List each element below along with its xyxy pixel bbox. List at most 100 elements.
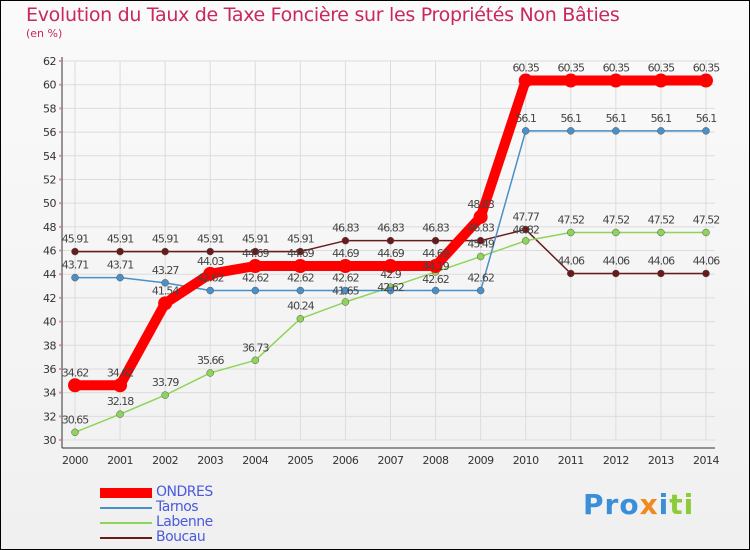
data-label: 34.62 [62,366,89,379]
y-tick-label: 34 [43,387,56,400]
data-label: 42.9 [380,268,401,281]
y-tick-label: 32 [43,410,56,423]
data-label: 42.62 [197,272,224,285]
x-tick-label: 2007 [377,454,403,467]
data-label: 60.35 [648,62,675,75]
data-label: 44.06 [603,254,630,267]
y-tick-label: 38 [43,339,56,352]
x-tick-label: 2003 [197,454,223,467]
data-point-boucau [296,247,305,256]
data-label: 47.52 [693,213,720,226]
data-point-tarnos [476,286,485,295]
data-point-tarnos [116,273,124,282]
data-label: 43.71 [107,259,134,272]
legend-label: Labenne [156,514,213,530]
x-tick-label: 2002 [152,454,178,467]
data-label: 41.65 [332,285,359,298]
data-point-ondres [248,259,263,274]
data-label: 32.18 [107,395,134,408]
data-point-boucau [206,247,214,256]
data-label: 45.91 [62,233,89,246]
data-label: 42.62 [242,272,269,285]
data-label: 47.77 [512,211,539,224]
data-label: 45.91 [107,233,134,246]
proxiti-logo: Proxiti [583,488,695,521]
y-tick-label: 42 [43,292,56,305]
data-point-labenne [71,428,79,437]
y-tick-label: 62 [43,55,56,68]
y-tick-label: 40 [43,316,56,329]
y-tick-label: 50 [43,197,56,210]
data-point-boucau [71,247,79,256]
chart-subtitle: (en %) [26,27,63,40]
data-label: 56.1 [696,112,717,125]
data-point-ondres [203,266,218,281]
data-point-labenne [567,228,575,237]
data-label: 44.06 [693,254,720,267]
data-label: 45.91 [287,233,314,246]
data-label: 44.03 [197,255,224,268]
data-point-labenne [116,410,124,418]
data-label: 44.69 [377,247,404,260]
data-point-ondres [698,73,713,88]
x-tick-label: 2009 [468,454,494,467]
y-tick-label: 58 [43,102,56,115]
data-label: 60.35 [558,62,585,75]
data-point-ondres [338,259,353,274]
data-point-labenne [476,252,485,261]
data-point-labenne [251,356,260,365]
legend-item-ondres: ONDRES [100,485,213,500]
y-tick-label: 60 [43,79,56,92]
data-point-tarnos [612,127,620,135]
data-label: 44.69 [287,247,314,260]
data-point-boucau [657,269,665,278]
data-point-boucau [116,247,124,256]
data-label: 48.83 [467,198,494,211]
data-label: 56.1 [651,112,672,125]
y-tick-label: 56 [43,126,56,139]
data-point-labenne [161,391,169,399]
data-label: 40.24 [287,300,314,313]
data-point-labenne [657,228,665,237]
data-label: 46.83 [467,222,494,235]
data-point-tarnos [431,286,440,295]
legend-item-labenne: Labenne [100,515,213,530]
data-point-boucau [612,269,620,278]
data-point-tarnos [567,127,575,135]
data-point-boucau [431,236,440,245]
data-label: 33.79 [152,376,179,389]
data-label: 34.62 [107,366,134,379]
data-label: 60.35 [603,62,630,75]
data-label: 56.1 [606,112,627,125]
data-point-labenne [341,298,350,306]
legend-swatch [100,536,152,539]
data-label: 47.52 [558,213,585,226]
data-label: 46.83 [422,222,449,235]
data-label: 45.91 [152,233,179,246]
data-point-ondres [608,73,623,88]
data-label: 44.19 [422,260,449,273]
data-label: 56.1 [515,112,536,125]
data-point-tarnos [206,286,214,295]
data-label: 60.35 [693,62,720,75]
x-tick-label: 2011 [558,454,584,467]
data-point-ondres [563,73,578,88]
data-point-tarnos [251,286,260,295]
x-tick-label: 2006 [332,454,358,467]
data-label: 45.91 [197,233,224,246]
data-label: 56.1 [561,112,582,125]
data-point-ondres [383,259,398,274]
x-tick-label: 2008 [423,454,449,467]
data-point-tarnos [521,127,530,135]
x-tick-label: 2012 [603,454,629,467]
data-label: 44.06 [648,254,675,267]
data-label: 60.35 [512,62,539,75]
data-point-boucau [251,247,260,256]
x-tick-label: 2013 [648,454,674,467]
data-point-ondres [113,378,128,393]
chart-title: Evolution du Taux de Taxe Foncière sur l… [26,4,620,26]
data-label: 42.62 [467,272,494,285]
data-point-tarnos [71,273,79,282]
